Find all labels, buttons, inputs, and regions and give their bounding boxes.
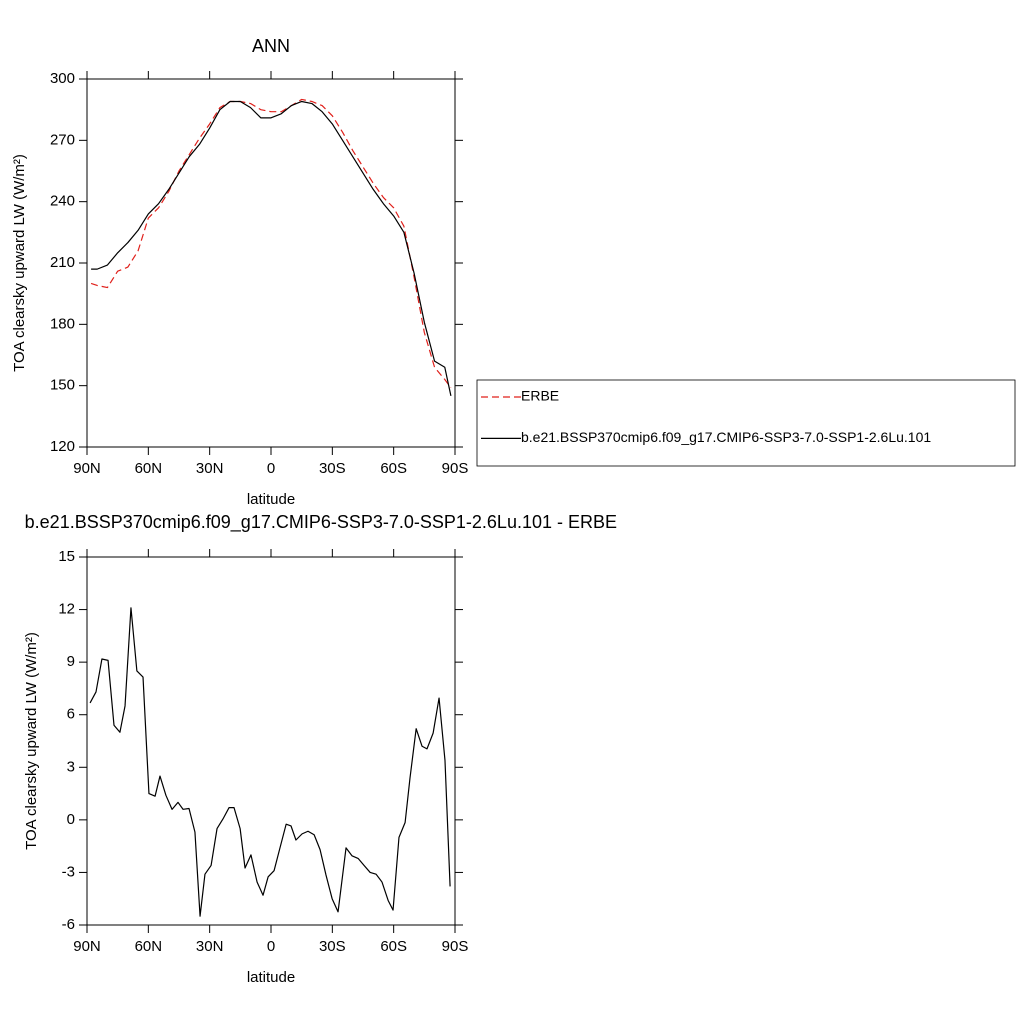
y-tick-label: 120 xyxy=(50,438,75,455)
y-tick-label: 300 xyxy=(50,70,75,87)
series-line xyxy=(91,100,452,397)
y-tick-label: 0 xyxy=(67,811,75,828)
x-tick-label: 90N xyxy=(73,460,101,477)
y-axis-label: TOA clearsky upward LW (W/m²) xyxy=(23,632,40,850)
x-tick-label: 60S xyxy=(380,938,407,955)
x-tick-label: 30S xyxy=(319,460,346,477)
legend-box xyxy=(476,379,1016,467)
x-tick-label: 0 xyxy=(267,938,275,955)
x-tick-label: 30N xyxy=(196,938,224,955)
x-tick-label: 30S xyxy=(319,938,346,955)
x-tick-label: 90S xyxy=(442,938,469,955)
y-tick-label: 180 xyxy=(50,315,75,332)
x-tick-label: 30N xyxy=(196,460,224,477)
y-axis-label: TOA clearsky upward LW (W/m²) xyxy=(11,154,28,372)
y-tick-label: 270 xyxy=(50,131,75,148)
legend-label: b.e21.BSSP370cmip6.f09_g17.CMIP6-SSP3-7.… xyxy=(521,429,931,445)
series-line xyxy=(89,607,451,917)
y-tick-label: 15 xyxy=(58,548,75,565)
y-tick-label: 150 xyxy=(50,377,75,394)
series-line xyxy=(90,98,452,389)
x-tick-label: 90N xyxy=(73,938,101,955)
y-tick-label: 12 xyxy=(58,601,75,618)
x-tick-label: 90S xyxy=(442,460,469,477)
x-axis-label: latitude xyxy=(247,969,295,986)
x-axis-label: latitude xyxy=(247,491,295,508)
y-tick-label: -6 xyxy=(62,916,75,933)
x-tick-label: 60S xyxy=(380,460,407,477)
x-tick-label: 60N xyxy=(135,938,163,955)
y-tick-label: -3 xyxy=(62,863,75,880)
y-tick-label: 9 xyxy=(67,653,75,670)
y-tick-label: 3 xyxy=(67,758,75,775)
plot-frame xyxy=(86,78,456,448)
chart-title: ANN xyxy=(252,36,290,56)
chart-title: b.e21.BSSP370cmip6.f09_g17.CMIP6-SSP3-7.… xyxy=(25,512,617,533)
y-tick-label: 240 xyxy=(50,193,75,210)
legend-label: ERBE xyxy=(521,388,559,404)
x-tick-label: 0 xyxy=(267,460,275,477)
y-tick-label: 210 xyxy=(50,254,75,271)
y-tick-label: 6 xyxy=(67,706,75,723)
x-tick-label: 60N xyxy=(135,460,163,477)
plot-frame xyxy=(86,556,456,926)
